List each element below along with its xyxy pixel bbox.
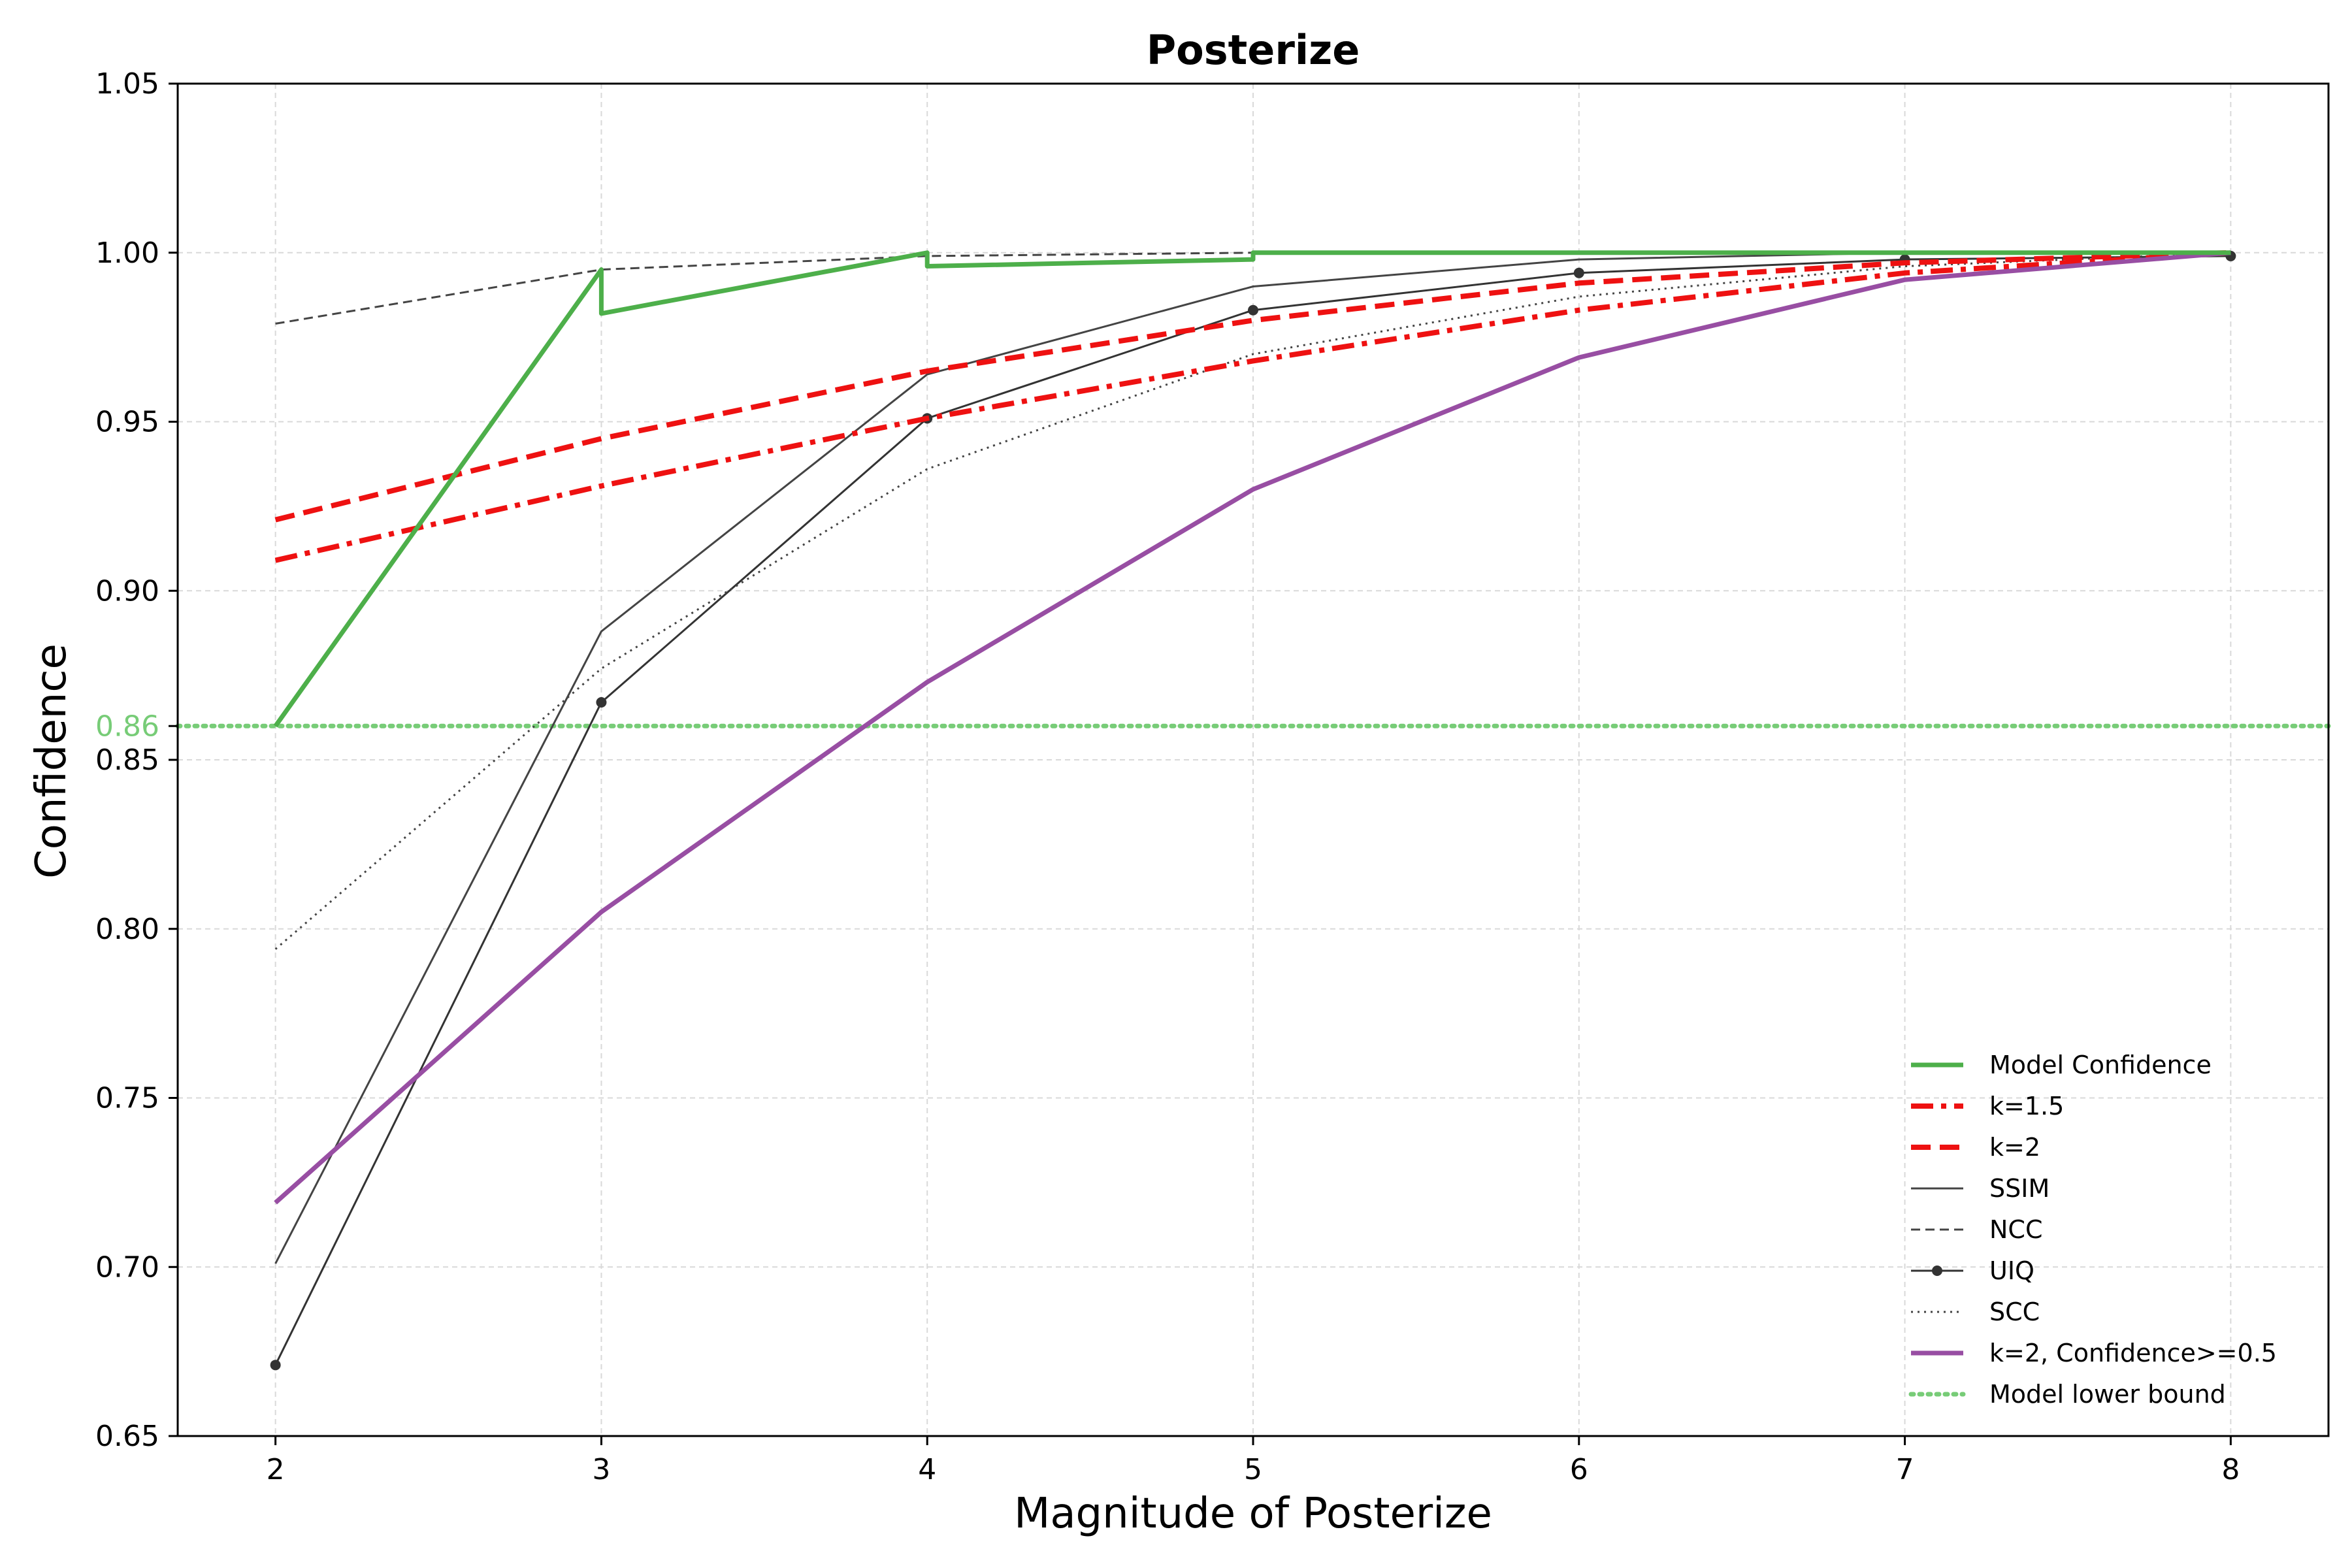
legend-item-uiq: UIQ [1911, 1256, 2034, 1285]
legend-label: k=2 [1989, 1133, 2040, 1162]
axis-ticks: 2 3 4 5 6 7 8 0.65 0.70 0.75 0.80 0.85 0.90 0.95 1.00 1… [95, 67, 2240, 1486]
x-tick-label: 6 [1570, 1453, 1588, 1486]
y-tick-label: 0.95 [95, 406, 159, 439]
y-tick-label: 0.65 [95, 1420, 159, 1453]
x-tick-label: 8 [2221, 1453, 2240, 1486]
legend-label: Model Confidence [1989, 1051, 2212, 1079]
legend-item-model-lower-bound: Model lower bound [1908, 1380, 2226, 1409]
legend-item-k-2: k=2 [1911, 1133, 2040, 1162]
legend-label: k=2, Confidence>=0.5 [1989, 1339, 2277, 1367]
series-layer [270, 250, 2236, 1371]
data-point-uiq [1573, 267, 1584, 278]
series-k-1-5 [274, 250, 2231, 563]
y-tick-label: 1.00 [95, 237, 159, 270]
y-tick-label: 0.70 [95, 1250, 159, 1284]
series-scc [274, 252, 2231, 950]
series-k-2-confidence-0-5 [274, 250, 2231, 1205]
y-axis-label: Confidence [27, 644, 76, 879]
series-line-k-2-confidence-0-5 [274, 250, 2231, 1205]
legend-item-scc: SCC [1911, 1298, 2040, 1326]
data-point-uiq [596, 697, 607, 708]
legend-label: SSIM [1989, 1174, 2050, 1203]
legend-item-k-2-confidence-0-5: k=2, Confidence>=0.5 [1911, 1339, 2277, 1367]
series-k-2 [274, 250, 2231, 523]
y-tick-label: 0.80 [95, 913, 159, 946]
x-tick-label: 4 [918, 1453, 936, 1486]
reference-tick-label: 0.86 [95, 710, 159, 743]
series-line-k-1-5 [274, 250, 2231, 563]
legend-marker [1932, 1266, 1942, 1276]
series-line-scc [274, 252, 2231, 950]
x-tick-label: 7 [1896, 1453, 1914, 1486]
data-point-uiq [1248, 304, 1258, 316]
legend-label: NCC [1989, 1215, 2043, 1244]
legend-item-ssim: SSIM [1911, 1174, 2050, 1203]
chart-title: Posterize [1147, 26, 1360, 74]
y-tick-label: 1.05 [95, 67, 159, 101]
series-line-k-2 [274, 250, 2231, 523]
y-tick-label: 0.75 [95, 1082, 159, 1115]
legend-label: UIQ [1989, 1256, 2034, 1285]
legend-label: Model lower bound [1989, 1380, 2226, 1409]
x-tick-label: 5 [1244, 1453, 1262, 1486]
legend-item-ncc: NCC [1911, 1215, 2043, 1244]
x-tick-label: 2 [267, 1453, 285, 1486]
series-model-confidence [273, 250, 2231, 728]
series-line-model-confidence [273, 250, 2231, 728]
data-point-uiq [270, 1360, 281, 1371]
x-tick-label: 3 [592, 1453, 610, 1486]
x-axis-label: Magnitude of Posterize [1014, 1490, 1492, 1538]
legend-item-model-confidence: Model Confidence [1911, 1051, 2212, 1079]
legend: Model Confidence k=1.5 k=2 SSIM NCC UIQ SCC k=2… [1908, 1051, 2277, 1409]
legend-label: k=1.5 [1989, 1092, 2064, 1120]
legend-item-k-1-5: k=1.5 [1911, 1092, 2064, 1120]
legend-label: SCC [1989, 1298, 2040, 1326]
y-tick-label: 0.90 [95, 574, 159, 608]
y-tick-label: 0.85 [95, 743, 159, 777]
